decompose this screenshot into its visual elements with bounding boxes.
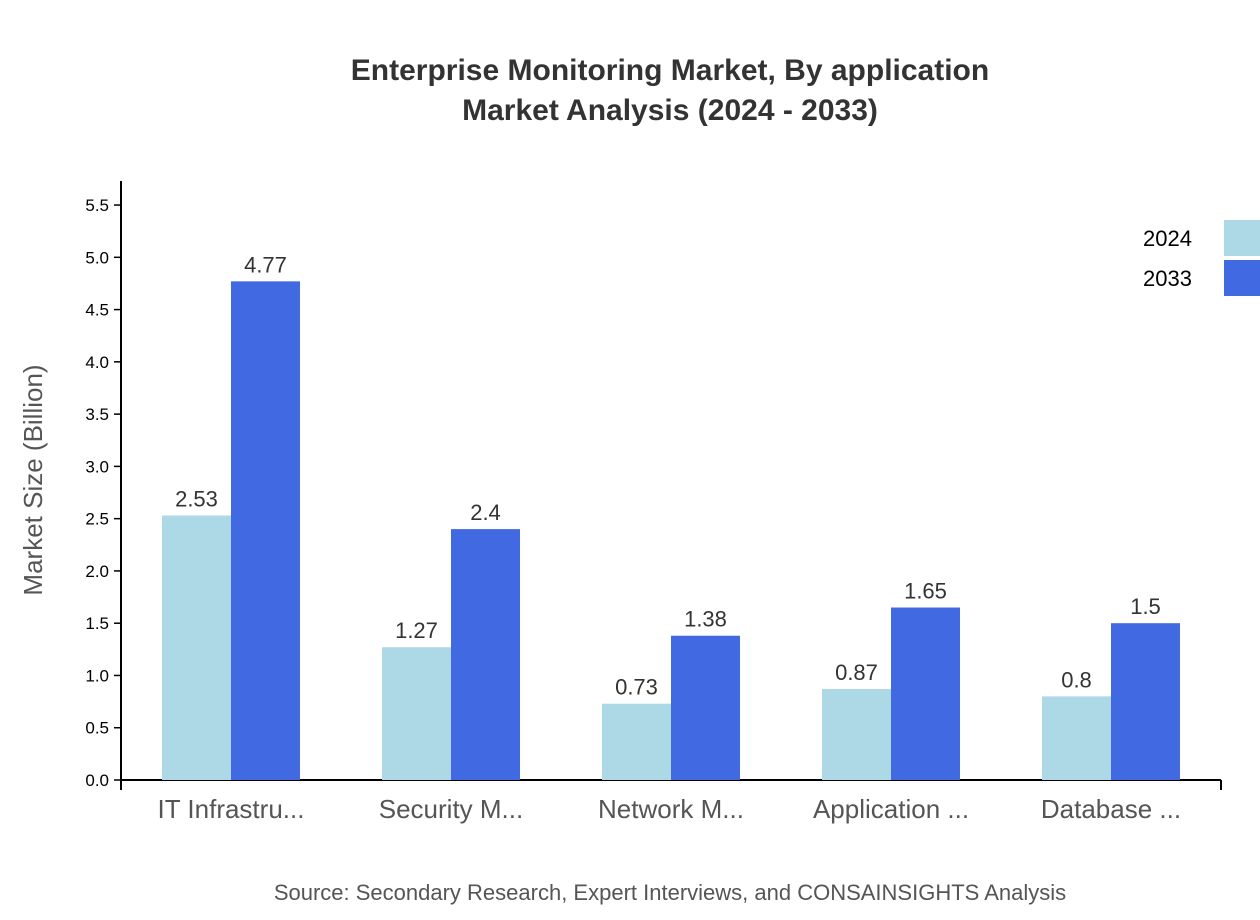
data-label: 1.38 <box>684 607 727 632</box>
bar-2033 <box>451 529 520 780</box>
legend-swatch-2033 <box>1224 260 1260 296</box>
legend-label: 2024 <box>1143 226 1192 251</box>
x-tick-label: Security M... <box>379 794 523 824</box>
data-label: 0.73 <box>615 675 658 700</box>
bar-2033 <box>1111 623 1180 780</box>
bar-2033 <box>231 281 300 780</box>
x-tick-label: Application ... <box>813 794 969 824</box>
chart-subtitle: Market Analysis (2024 - 2033) <box>462 94 878 127</box>
chart-title: Enterprise Monitoring Market, By applica… <box>351 54 989 87</box>
data-label: 0.87 <box>835 660 878 685</box>
y-tick-label: 2.0 <box>85 562 109 581</box>
data-label: 1.27 <box>395 618 438 643</box>
y-tick-label: 3.0 <box>85 457 109 476</box>
source-note: Source: Secondary Research, Expert Inter… <box>274 880 1066 905</box>
bar-2024 <box>822 689 891 780</box>
data-label: 2.53 <box>175 487 218 512</box>
bar-2024 <box>602 703 671 780</box>
y-tick-label: 0.0 <box>85 771 109 790</box>
bar-2033 <box>671 635 740 780</box>
data-label: 4.77 <box>244 252 287 277</box>
y-tick-label: 5.0 <box>85 248 109 267</box>
y-tick-label: 4.0 <box>85 353 109 372</box>
bar-2024 <box>382 647 451 780</box>
data-label: 1.5 <box>1130 594 1161 619</box>
y-tick-label: 4.5 <box>85 301 109 320</box>
legend-label: 2033 <box>1143 266 1192 291</box>
legend-swatch-2024 <box>1224 220 1260 256</box>
y-tick-label: 0.5 <box>85 719 109 738</box>
y-tick-label: 5.5 <box>85 196 109 215</box>
bar-2033 <box>891 607 960 780</box>
y-tick-label: 1.5 <box>85 614 109 633</box>
x-tick-label: IT Infrastru... <box>158 794 305 824</box>
data-label: 2.4 <box>470 500 501 525</box>
bar-2024 <box>162 515 231 780</box>
y-tick-label: 3.5 <box>85 405 109 424</box>
data-label: 0.8 <box>1061 667 1092 692</box>
x-tick-label: Database ... <box>1041 794 1181 824</box>
y-tick-label: 2.5 <box>85 510 109 529</box>
bar-2024 <box>1042 696 1111 780</box>
y-tick-label: 1.0 <box>85 666 109 685</box>
data-label: 1.65 <box>904 579 947 604</box>
y-axis-label: Market Size (Billion) <box>18 364 48 595</box>
x-tick-label: Network M... <box>598 794 744 824</box>
